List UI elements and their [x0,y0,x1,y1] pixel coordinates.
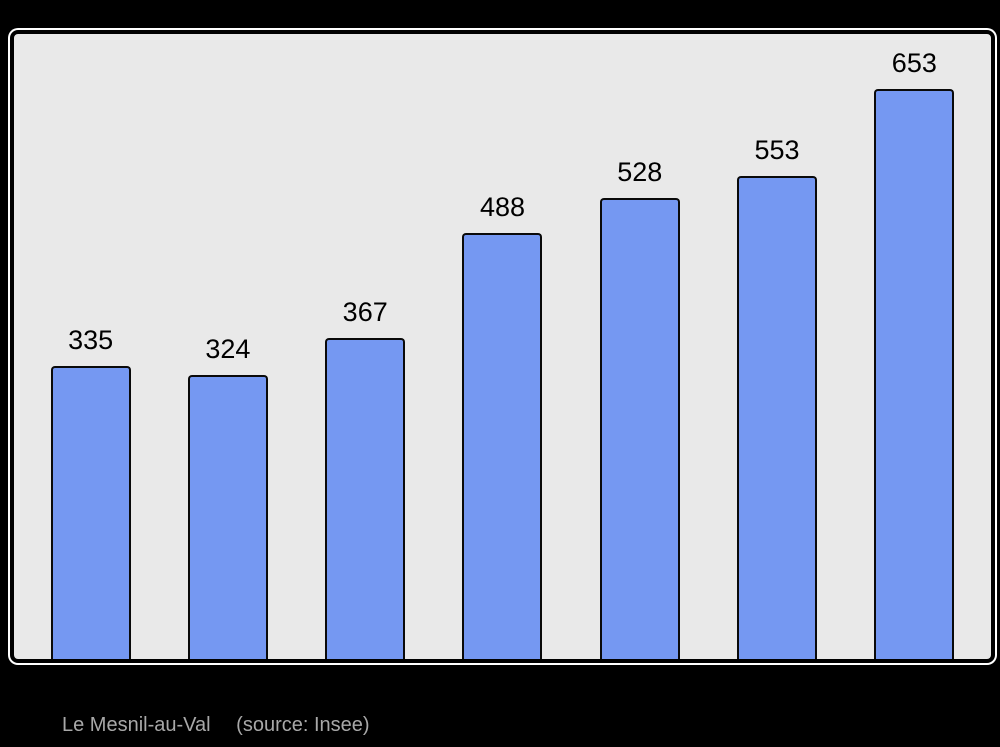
bar-value-label: 553 [754,135,800,165]
bar [599,198,680,659]
bar [737,176,818,659]
bar [187,375,268,659]
caption-commune-name: Le Mesnil-au-Val [62,714,211,736]
bar-column: 553 [737,135,818,659]
bar-column: 488 [462,192,543,659]
bar-column: 324 [187,334,268,659]
bars-container: 335 324 367 488 528 553 653 [14,34,991,659]
bar [325,338,406,659]
bar-value-label: 653 [891,48,937,78]
bar [462,233,543,659]
bar-column: 653 [874,48,955,659]
plot-area: 335 324 367 488 528 553 653 [10,30,995,663]
bar [50,366,131,659]
bar [874,89,955,659]
bar-value-label: 324 [205,334,251,364]
bar-column: 367 [325,297,406,659]
bar-column: 528 [599,157,680,659]
bar-value-label: 367 [342,297,388,327]
bar-value-label: 488 [479,192,526,222]
bar-column: 335 [50,325,131,659]
caption-source: (source: Insee) [236,714,370,736]
bar-value-label: 528 [617,157,663,187]
bar-value-label: 335 [68,325,114,355]
chart-caption: Le Mesnil-au-Val (source: Insee) [62,714,370,737]
